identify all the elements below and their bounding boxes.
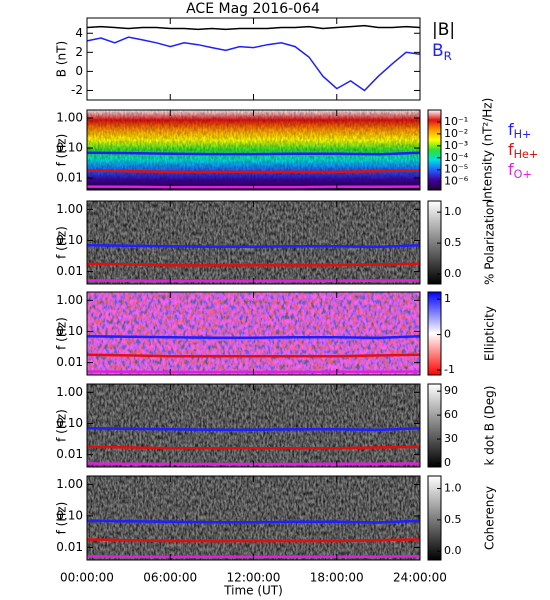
y-tick-label: 0.10 — [56, 508, 83, 522]
gyrofrequency-line — [86, 427, 421, 432]
colorbar-tick-label: 1.0 — [444, 205, 462, 218]
colorbar-tick-label: 10⁻¹ — [444, 115, 468, 128]
legend-subscript: He+ — [514, 148, 539, 161]
y-tick-label: 0.10 — [56, 324, 83, 338]
colorbar-tick-label: 1 — [444, 292, 451, 305]
legend-subscript: H+ — [514, 128, 532, 141]
y-tick-label: 1.00 — [56, 385, 83, 399]
colorbar-tick-label: 10⁻⁶ — [444, 175, 469, 188]
colorbar — [427, 200, 442, 285]
legend-subscript: R — [444, 49, 452, 63]
colorbar-tick-label: 90 — [444, 384, 458, 397]
gyrofrequency-line — [86, 445, 421, 450]
x-tick-label: 24:00:00 — [393, 571, 447, 585]
gyrofrequency-line — [86, 151, 421, 156]
y-axis-label: f (Hz) — [55, 226, 69, 259]
gyrofrequency-line — [86, 244, 421, 249]
spectrogram-texture — [87, 384, 420, 467]
x-tick-label: 06:00:00 — [143, 571, 197, 585]
spectrogram-texture — [87, 110, 420, 190]
y-tick-label: 0.01 — [56, 447, 83, 461]
colorbar — [427, 383, 442, 468]
data-line — [86, 36, 421, 92]
legend-name: B — [432, 41, 444, 61]
colorbar-tick-label: 10⁻⁵ — [444, 163, 468, 176]
data-line — [86, 24, 421, 31]
legend-entry: |B| — [432, 20, 455, 40]
colorbar-tick-label: 1.0 — [444, 482, 462, 495]
y-tick-label: 1.00 — [56, 202, 83, 216]
colorbar-tick-label: 0.0 — [444, 267, 462, 280]
y-tick-label: 0.01 — [56, 540, 83, 554]
legend-name: f — [508, 140, 514, 159]
legend-entry: fHe+ — [508, 140, 538, 162]
y-tick-label: 0.10 — [56, 141, 83, 155]
spectrogram-texture — [87, 476, 420, 560]
y-tick-label: 0.01 — [56, 264, 83, 278]
colorbar-label: Ellipticity — [483, 306, 497, 361]
colorbar-tick-label: 0 — [444, 456, 451, 469]
y-tick-label: 0.10 — [56, 416, 83, 430]
y-tick-label: 2 — [75, 45, 83, 59]
colorbar-label: k dot B (Deg) — [483, 386, 497, 466]
gyrofrequency-line — [86, 353, 421, 358]
colorbar-tick-label: 10⁻⁴ — [444, 151, 469, 164]
y-tick-label: 0.10 — [56, 233, 83, 247]
legend-entry: fH+ — [508, 120, 531, 142]
y-tick-label: 0.01 — [56, 171, 83, 185]
y-axis-label: f (Hz) — [55, 134, 69, 167]
colorbar-label: Intensity (nT²/Hz) — [481, 98, 495, 203]
x-tick-label: 18:00:00 — [310, 571, 364, 585]
colorbar-tick-label: 60 — [444, 408, 458, 421]
x-axis-label: Time (UT) — [223, 584, 283, 598]
gyrofrequency-line — [86, 262, 421, 267]
colorbar — [427, 291, 442, 376]
y-tick-label: 4 — [75, 26, 83, 40]
colorbar-tick-label: 0.5 — [444, 236, 462, 249]
y-tick-label: 1.00 — [56, 477, 83, 491]
y-tick-label: -2 — [71, 83, 83, 97]
y-axis-label: f (Hz) — [55, 502, 69, 535]
colorbar-tick-label: -1 — [444, 363, 455, 376]
colorbar-label: Coherency — [483, 486, 497, 550]
legend-entry: fO+ — [508, 160, 532, 182]
chart-title: ACE Mag 2016-064 — [186, 1, 320, 17]
gyrofrequency-line — [86, 538, 421, 543]
colorbar — [427, 475, 442, 561]
gyrofrequency-line — [86, 169, 421, 174]
x-tick-label: 12:00:00 — [227, 571, 281, 585]
x-tick-label: 00:00:00 — [60, 571, 114, 585]
spectrogram-texture — [87, 201, 420, 284]
y-tick-label: 1.00 — [56, 293, 83, 307]
y-axis-label: B (nT) — [55, 41, 69, 77]
colorbar-tick-label: 0.5 — [444, 513, 462, 526]
y-tick-label: 1.00 — [56, 111, 83, 125]
legend-name: f — [508, 120, 514, 139]
gyrofrequency-line — [86, 519, 421, 524]
colorbar-tick-label: 10⁻³ — [444, 139, 468, 152]
y-tick-label: 0.01 — [56, 355, 83, 369]
y-axis-label: f (Hz) — [55, 409, 69, 442]
legend-subscript: O+ — [514, 168, 532, 181]
plot-frame — [86, 17, 421, 101]
legend-name: f — [508, 160, 514, 179]
y-tick-label: 0 — [75, 64, 83, 78]
gyrofrequency-line — [86, 335, 421, 340]
spectrogram-texture — [87, 292, 420, 375]
colorbar-tick-label: 10⁻² — [444, 127, 468, 140]
legend-name: |B| — [432, 20, 455, 40]
colorbar-label: % Polarization — [483, 200, 497, 285]
legend-entry: BR — [432, 41, 452, 63]
colorbar-tick-label: 0 — [444, 328, 451, 341]
colorbar-tick-label: 30 — [444, 432, 458, 445]
y-axis-label: f (Hz) — [55, 317, 69, 350]
colorbar-tick-label: 0.0 — [444, 544, 462, 557]
